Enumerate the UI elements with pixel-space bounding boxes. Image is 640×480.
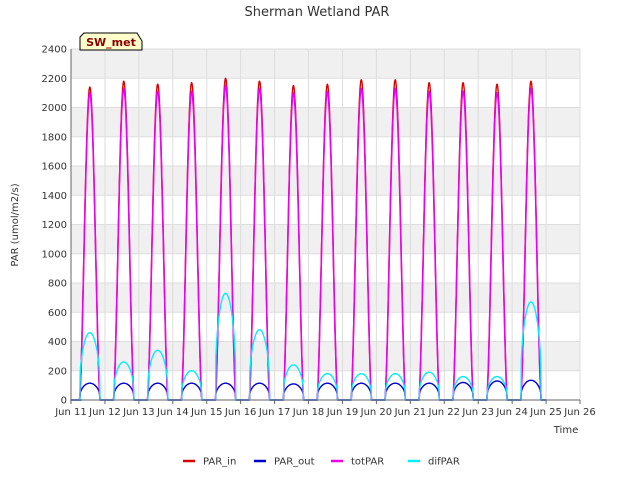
x-tick-label: Jun 13 — [122, 407, 155, 418]
x-tick-label: Jun 24 — [495, 407, 528, 418]
y-tick-label: 1400 — [42, 191, 67, 202]
legend-label: difPAR — [428, 457, 460, 468]
legend: PAR_in PAR_out totPAR difPAR — [183, 457, 460, 468]
x-tick-label: Jun 17 — [258, 407, 291, 418]
plot-band — [71, 224, 580, 254]
legend-item-par-in: PAR_in — [183, 457, 236, 468]
plot-band — [71, 136, 580, 166]
y-tick-label: 200 — [48, 366, 67, 377]
y-tick-label: 2000 — [42, 103, 67, 114]
plot-band — [71, 253, 580, 283]
x-axis-label: Time — [553, 425, 578, 436]
plot-band — [71, 341, 580, 371]
y-tick-label: 1800 — [42, 132, 67, 143]
badge-label: SW_met — [86, 36, 136, 49]
x-tick-labels: Jun 11 Jun 12 Jun 13 Jun 14 Jun 15 Jun 16 Jun … — [54, 400, 596, 418]
plot-band — [71, 312, 580, 342]
legend-item-par-out: PAR_out — [254, 457, 315, 468]
y-tick-label: 400 — [48, 337, 67, 348]
legend-item-totpar: totPAR — [331, 457, 384, 468]
y-tick-label: 600 — [48, 308, 67, 319]
x-tick-label: Jun 19 — [326, 407, 359, 418]
x-tick-label: Jun 15 — [190, 407, 223, 418]
x-tick-label: Jun 12 — [88, 407, 121, 418]
y-axis-label: PAR (umol/m2/s) — [10, 183, 21, 266]
x-tick-label: Jun 25 — [529, 407, 562, 418]
badge-box — [79, 32, 143, 51]
x-tick-label: Jun 11 — [54, 407, 87, 418]
x-tick-label: Jun 20 — [360, 407, 393, 418]
x-tick-label: Jun 16 — [224, 407, 257, 418]
legend-label: PAR_in — [203, 457, 236, 468]
y-tick-labels: 0 200 400 600 800 1000 1200 1400 1600 1800 2000 220… — [42, 45, 67, 407]
plot-area — [71, 49, 580, 400]
y-tick-label: 1000 — [42, 249, 67, 260]
y-tick-label: 1600 — [42, 162, 67, 173]
x-tick-label: Jun 18 — [292, 407, 325, 418]
chart-title: Sherman Wetland PAR — [245, 5, 390, 20]
axes — [70, 49, 580, 401]
plot-band — [71, 166, 580, 196]
y-tick-label: 2200 — [42, 74, 67, 85]
y-tick-label: 0 — [61, 396, 67, 407]
legend-label: PAR_out — [274, 457, 315, 468]
plot-band — [71, 283, 580, 313]
legend-label: totPAR — [351, 457, 384, 468]
y-tick-label: 1200 — [42, 220, 67, 231]
x-tick-label: Jun 26 — [563, 407, 596, 418]
legend-item-difpar: difPAR — [408, 457, 460, 468]
x-tick-label: Jun 22 — [428, 407, 461, 418]
plot-band — [71, 370, 580, 400]
plot-band — [71, 195, 580, 225]
y-tick-label: 800 — [48, 279, 67, 290]
plot-band — [71, 49, 580, 79]
y-tick-label: 2400 — [42, 45, 67, 56]
x-tick-label: Jun 23 — [461, 407, 494, 418]
badge: SW_met — [79, 32, 143, 51]
x-tick-label: Jun 21 — [394, 407, 427, 418]
x-tick-label: Jun 14 — [156, 407, 189, 418]
